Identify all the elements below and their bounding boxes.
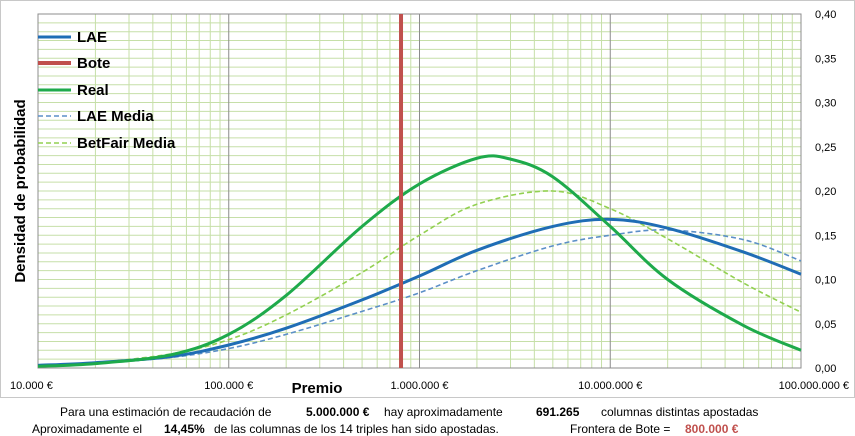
summary-text: hay aproximadamente [384,405,503,419]
distinct-columns-count: 691.265 [536,405,580,419]
x-tick-label: 100.000 € [204,380,253,392]
y-tick-label: 0,35 [815,53,836,65]
probability-density-chart: 0,00 0,05 0,10 0,15 0,20 0,25 0,30 0,35 0,40 10.0… [10,9,849,397]
columns-percentage: 14,45% [164,422,205,436]
summary-text: Frontera de Bote = [570,422,671,436]
summary-text: Aproximadamente el [32,422,143,436]
x-tick-label: 1.000.000 € [390,380,448,392]
plot-area-border [37,13,802,369]
summary-text: de las columnas de los 14 triples han si… [214,422,499,436]
y-tick-label: 0,10 [815,275,836,287]
legend-label-real: Real [77,82,109,99]
legend-label-lae-media: LAE Media [77,108,154,125]
x-tick-label: 10.000.000 € [578,380,642,392]
y-tick-label: 0,00 [815,363,836,375]
y-tick-label: 0,15 [815,230,836,242]
estimated-revenue: 5.000.000 € [306,405,370,419]
y-tick-label: 0,20 [815,186,836,198]
legend-label-bote: Bote [77,55,110,72]
y-tick-label: 0,40 [815,9,836,21]
x-tick-label: 10.000 € [10,380,53,392]
y-tick-label: 0,30 [815,98,836,110]
series-line-lae-media [37,229,802,368]
y-tick-label: 0,25 [815,142,836,154]
series-line-betfair-media [37,190,802,368]
y-axis-title: Densidad de probabilidad [12,99,29,282]
chart-frame: 0,00 0,05 0,10 0,15 0,20 0,25 0,30 0,35 0,40 10.0… [0,0,855,398]
x-tick-label: 100.000.000 € [779,380,849,392]
y-tick-label: 0,05 [815,319,836,331]
series-line-real [37,154,802,368]
legend-label-betfair-media: BetFair Media [77,135,176,152]
x-axis-title: Premio [292,380,343,397]
legend-label-lae: LAE [77,29,107,46]
summary-text: Para una estimación de recaudación de [60,405,272,419]
jackpot-threshold: 800.000 € [685,422,739,436]
summary-text: columnas distintas apostadas [601,405,759,419]
series-line-lae [37,217,802,367]
